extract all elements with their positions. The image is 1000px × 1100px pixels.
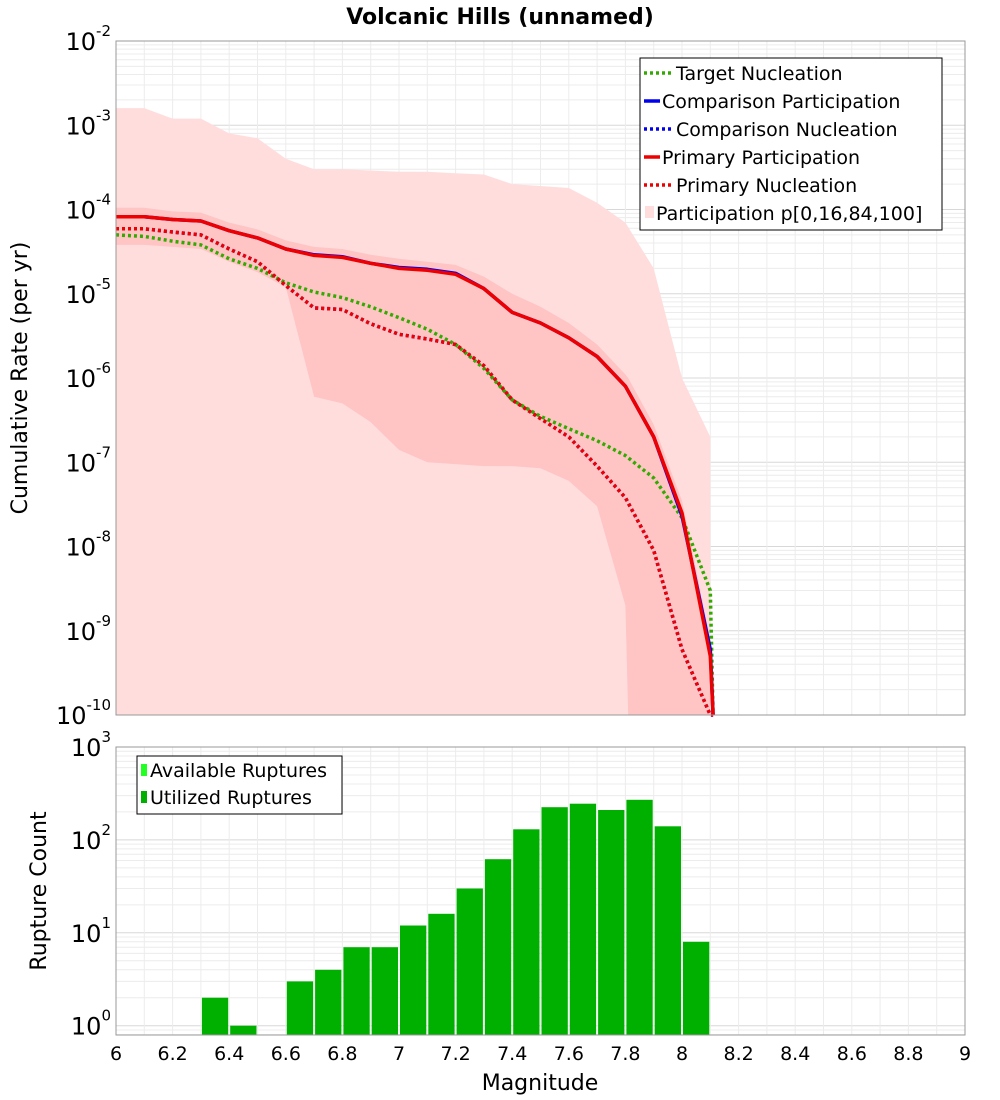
- y-tick-label-bottom: 102: [71, 821, 111, 855]
- y-tick-label-top: 10-6: [65, 359, 111, 393]
- series-primary-participation: [116, 215, 715, 716]
- x-tick-label: 8.8: [893, 1043, 923, 1065]
- rupture-bar: [230, 1025, 257, 1035]
- y-tick-label-top: 10-2: [65, 22, 111, 56]
- rupture-bar: [513, 829, 540, 1035]
- top-y-tick-labels: 10-2 10-3 10-4 10-5 10-6 10-7 10-8 10-9 10-10: [56, 22, 111, 730]
- bottom-plot-frame: [115, 746, 966, 1036]
- rupture-bar: [484, 859, 512, 1035]
- x-tick-label: 7: [393, 1043, 405, 1065]
- legend-item-utilized-ruptures: Utilized Ruptures: [141, 787, 312, 809]
- bottom-legend: Available Ruptures Utilized Ruptures: [136, 755, 343, 815]
- legend-item-available-ruptures: Available Ruptures: [141, 760, 327, 782]
- legend-label-target-nucleation: Target Nucleation: [675, 63, 843, 85]
- top-legend: Target Nucleation Comparison Participati…: [639, 57, 943, 231]
- rupture-bar: [541, 807, 568, 1035]
- legend-item-primary-nucleation: Primary Nucleation: [644, 175, 857, 197]
- bottom-plot: 103 102 101 100 6 6.2 6.4 6.6 6.8 7 7.2 7.4 7.6 7.8 8…: [27, 728, 971, 1096]
- rupture-bar: [201, 997, 229, 1035]
- legend-swatch-available-ruptures: [141, 764, 147, 776]
- x-tick-label: 8.2: [723, 1043, 753, 1065]
- y-tick-label-top: 10-9: [65, 612, 111, 646]
- rupture-bar: [371, 947, 398, 1035]
- x-tick-label: 6.4: [214, 1043, 244, 1065]
- rupture-bar: [286, 981, 314, 1035]
- y-tick-label-top: 10-3: [65, 106, 111, 140]
- legend-label-utilized-ruptures: Utilized Ruptures: [150, 787, 312, 809]
- x-tick-label: 6.8: [327, 1043, 357, 1065]
- x-tick-label: 7.2: [440, 1043, 470, 1065]
- x-tick-label: 7.4: [497, 1043, 527, 1065]
- x-tick-label: 6.6: [271, 1043, 301, 1065]
- y-tick-label-top: 10-5: [65, 275, 111, 309]
- rupture-bar: [400, 925, 427, 1035]
- legend-label-comparison-nucleation: Comparison Nucleation: [676, 119, 898, 141]
- top-plot: 10-2 10-3 10-4 10-5 10-6 10-7 10-8 10-9 10-10 Cu…: [8, 22, 966, 730]
- series-primary-nucleation: [116, 227, 714, 717]
- x-tick-label: 6: [110, 1043, 122, 1065]
- legend-label-primary-nucleation: Primary Nucleation: [676, 175, 857, 197]
- legend-label-participation-band: Participation p[0,16,84,100]: [656, 203, 922, 225]
- legend-item-primary-participation: Primary Participation: [644, 147, 860, 169]
- bottom-bars: [201, 799, 710, 1035]
- rupture-bar: [428, 913, 455, 1035]
- rupture-bar: [683, 941, 710, 1035]
- rupture-bar: [569, 803, 597, 1035]
- bottom-y-tick-labels: 103 102 101 100: [71, 728, 111, 1041]
- legend-item-comparison-participation: Comparison Participation: [644, 91, 900, 113]
- y-tick-label-bottom: 103: [71, 728, 111, 762]
- top-legend-box: [639, 57, 943, 231]
- y-tick-label-top: 10-4: [65, 191, 111, 225]
- y-tick-label-top: 10-8: [65, 528, 111, 562]
- rupture-bar: [315, 969, 342, 1035]
- x-tick-label: 7.8: [610, 1043, 640, 1065]
- y-tick-label-top: 10-10: [56, 696, 111, 730]
- chart-title: Volcanic Hills (unnamed): [346, 5, 654, 30]
- legend-label-primary-participation: Primary Participation: [662, 147, 860, 169]
- legend-item-target-nucleation: Target Nucleation: [644, 63, 843, 85]
- top-y-axis-label: Cumulative Rate (per yr): [8, 242, 33, 515]
- legend-label-available-ruptures: Available Ruptures: [150, 760, 327, 782]
- x-tick-label: 8: [676, 1043, 688, 1065]
- rupture-bar: [626, 799, 653, 1035]
- x-tick-label: 8.6: [837, 1043, 867, 1065]
- rupture-bar: [456, 888, 483, 1035]
- top-plot-frame: [115, 40, 966, 716]
- x-tick-labels: 6 6.2 6.4 6.6 6.8 7 7.2 7.4 7.6 7.8 8 8.2 8.4 8.6 8.8 9: [110, 1043, 971, 1065]
- bottom-y-axis-label: Rupture Count: [27, 811, 52, 971]
- top-lines: [115, 215, 715, 717]
- rupture-bar: [343, 947, 370, 1035]
- x-tick-label: 8.4: [780, 1043, 810, 1065]
- bottom-legend-box: [136, 755, 343, 815]
- x-axis-label: Magnitude: [482, 1071, 599, 1096]
- x-tick-label: 6.2: [157, 1043, 187, 1065]
- y-tick-label-bottom: 100: [71, 1007, 111, 1041]
- x-tick-label: 9: [959, 1043, 971, 1065]
- series-target-nucleation: [115, 233, 715, 716]
- legend-swatch-participation-band: [645, 206, 654, 218]
- legend-item-participation-band: Participation p[0,16,84,100]: [645, 203, 922, 225]
- x-tick-label: 7.6: [554, 1043, 584, 1065]
- legend-label-comparison-participation: Comparison Participation: [662, 91, 900, 113]
- y-tick-label-bottom: 101: [71, 914, 111, 948]
- legend-swatch-utilized-ruptures: [141, 791, 147, 803]
- legend-item-comparison-nucleation: Comparison Nucleation: [644, 119, 898, 141]
- y-tick-label-top: 10-7: [65, 443, 111, 477]
- rupture-bar: [654, 826, 681, 1035]
- rupture-bar: [598, 810, 625, 1035]
